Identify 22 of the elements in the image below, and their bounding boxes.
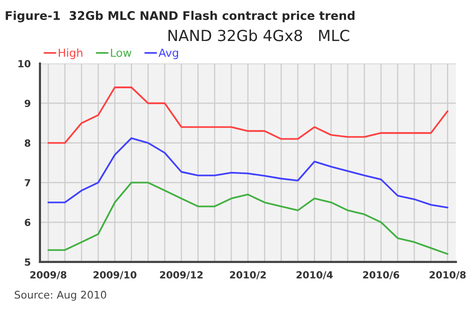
line-series [47, 182, 448, 255]
x-tick-label: 2010/6 [363, 271, 400, 280]
legend-label: Low [111, 48, 132, 57]
x-tick-label: 2009/10 [94, 271, 136, 280]
x-tick-label: 2009/8 [30, 271, 66, 280]
x-tick-label: 2010/2 [230, 271, 266, 280]
y-tick-label: 5 [24, 258, 30, 266]
source-note: Source: Aug 2010 [14, 290, 106, 301]
x-tick-label: 2010/4 [296, 271, 333, 280]
legend-label: Avg [158, 48, 178, 60]
line-series [47, 86, 448, 144]
y-tick-label: 6 [24, 218, 30, 226]
y-tick-label: 10 [18, 60, 30, 68]
line-series [47, 137, 448, 208]
x-tick-label: 2010/8 [430, 271, 466, 280]
chart-title: Figure-1 32Gb MLC NAND Flash contract price trend [6, 10, 354, 22]
y-tick-label: 8 [24, 139, 30, 147]
legend-label: High [58, 48, 82, 60]
y-tick-label: 7 [24, 179, 30, 186]
chart-subtitle: NAND 32Gb 4Gx8 MLC [168, 29, 350, 42]
x-tick-label: 2009/12 [160, 271, 203, 280]
y-tick-label: 9 [24, 100, 30, 108]
